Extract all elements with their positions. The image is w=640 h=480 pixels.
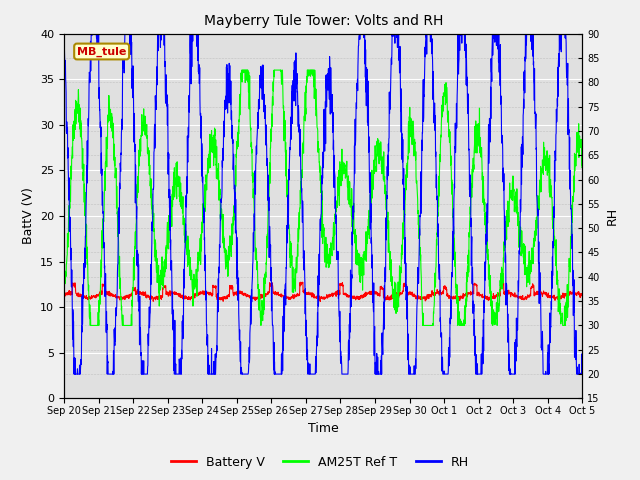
X-axis label: Time: Time [308, 421, 339, 434]
RH [561, 31, 568, 36]
Battery V [401, 283, 408, 289]
Line: RH: RH [64, 34, 582, 374]
RH [499, 168, 507, 173]
RH [70, 371, 78, 377]
RH [326, 111, 334, 117]
RH [60, 31, 68, 36]
Y-axis label: RH: RH [605, 207, 618, 225]
RH [385, 135, 393, 141]
RH [579, 371, 586, 377]
Battery V [499, 281, 507, 287]
Text: MB_tule: MB_tule [77, 47, 126, 57]
Battery V [60, 290, 68, 296]
Battery V [497, 279, 504, 285]
AM25T Ref T [86, 323, 94, 328]
Line: Battery V: Battery V [64, 282, 582, 301]
RH [91, 31, 99, 36]
Battery V [91, 294, 99, 300]
Battery V [316, 299, 324, 304]
Battery V [326, 291, 334, 297]
Y-axis label: BattV (V): BattV (V) [22, 188, 35, 244]
RH [401, 239, 409, 245]
Battery V [385, 296, 393, 301]
AM25T Ref T [401, 208, 409, 214]
RH [60, 54, 68, 60]
AM25T Ref T [579, 163, 586, 168]
AM25T Ref T [60, 297, 68, 302]
AM25T Ref T [385, 240, 393, 246]
Line: AM25T Ref T: AM25T Ref T [64, 70, 582, 325]
AM25T Ref T [91, 323, 99, 328]
Battery V [561, 292, 568, 298]
Title: Mayberry Tule Tower: Volts and RH: Mayberry Tule Tower: Volts and RH [204, 14, 443, 28]
AM25T Ref T [326, 261, 334, 267]
AM25T Ref T [561, 323, 568, 328]
AM25T Ref T [499, 265, 507, 271]
Battery V [579, 293, 586, 299]
Legend: Battery V, AM25T Ref T, RH: Battery V, AM25T Ref T, RH [166, 451, 474, 474]
AM25T Ref T [238, 67, 246, 73]
